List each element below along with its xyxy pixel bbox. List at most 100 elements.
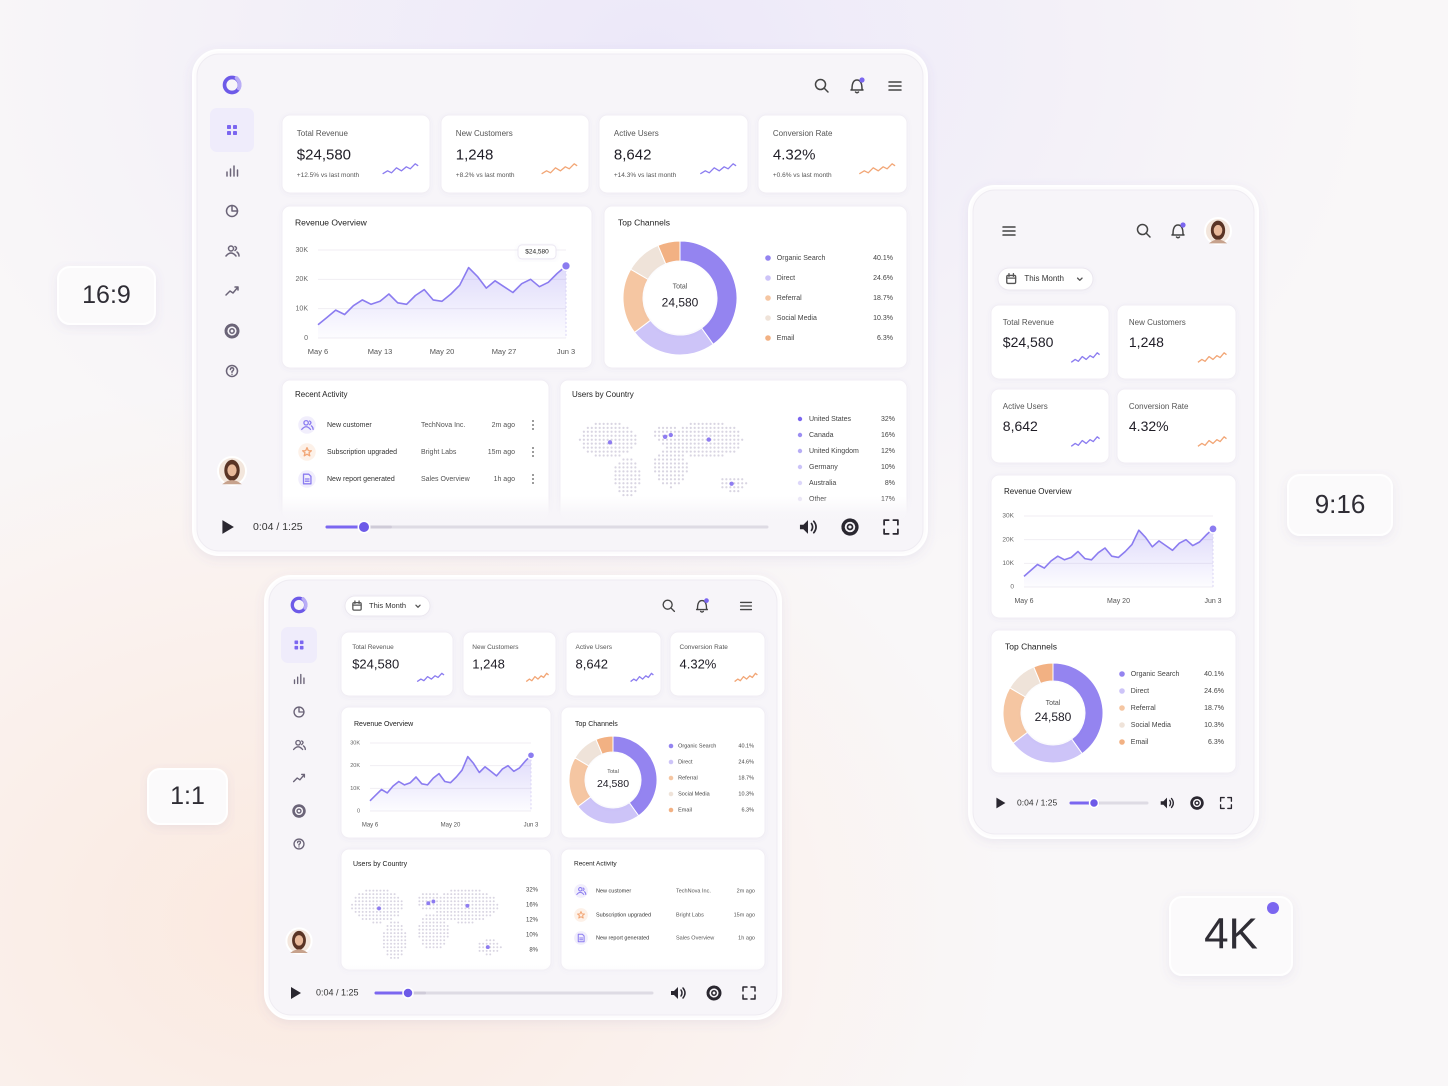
menu-icon[interactable] — [888, 81, 902, 91]
dots-icon[interactable] — [532, 447, 534, 457]
map-dot — [478, 914, 481, 917]
bell-icon[interactable] — [695, 598, 709, 613]
full-icon[interactable] — [742, 986, 756, 1000]
map-dot — [475, 914, 478, 917]
map-dot — [368, 889, 371, 892]
menu-icon[interactable] — [1002, 226, 1016, 236]
grid-icon[interactable] — [294, 640, 304, 650]
calendar-glyph — [352, 600, 362, 606]
avatar-face — [294, 935, 304, 946]
map-dot — [677, 438, 680, 441]
play-icon[interactable] — [996, 797, 1006, 809]
activity-time: 1h ago — [494, 476, 516, 483]
map-dot — [610, 450, 613, 453]
kpi-change: +14.3% vs last month — [614, 172, 677, 179]
period-select[interactable] — [344, 595, 431, 617]
map-dot — [457, 907, 460, 910]
dots-icon[interactable] — [532, 420, 534, 430]
bell-icon[interactable] — [1171, 222, 1186, 239]
map-dot — [697, 450, 700, 453]
users-icon[interactable] — [225, 245, 240, 257]
map-dot — [443, 893, 446, 896]
map-dot — [638, 482, 641, 485]
map-dot — [661, 478, 665, 481]
map-dot — [610, 446, 613, 449]
search-icon[interactable] — [1136, 223, 1151, 238]
volume-icon[interactable] — [671, 987, 686, 999]
trend-icon[interactable] — [225, 286, 239, 296]
map-dot — [489, 939, 492, 942]
activity-event: Subscription upgraded — [327, 449, 397, 456]
map-dot — [693, 434, 696, 437]
map-dot — [393, 903, 396, 906]
map-dot — [681, 438, 684, 441]
play-glyph — [996, 797, 1006, 809]
map-dot — [733, 434, 736, 437]
dots-icon[interactable] — [532, 474, 534, 484]
map-dot — [361, 907, 364, 910]
map-dot — [368, 903, 371, 906]
map-dot — [673, 482, 677, 485]
search-icon[interactable] — [662, 599, 676, 613]
trend-icon[interactable] — [292, 773, 306, 783]
bell-icon[interactable] — [850, 77, 865, 94]
map-dot — [418, 925, 421, 928]
gear-icon[interactable] — [1190, 796, 1204, 810]
gear-icon[interactable] — [224, 323, 240, 339]
search-icon[interactable] — [814, 78, 829, 93]
map-dot — [496, 949, 499, 952]
map-dot — [602, 434, 605, 437]
full-icon[interactable] — [1219, 796, 1233, 810]
map-dot — [436, 917, 439, 920]
full-icon[interactable] — [883, 519, 899, 535]
menu-icon[interactable] — [739, 601, 753, 611]
map-dot — [618, 430, 621, 433]
map-dot — [471, 917, 474, 920]
map-dot — [460, 910, 463, 913]
legend-label: Social Media — [678, 791, 710, 797]
help-icon[interactable] — [225, 364, 239, 378]
map-dot — [598, 422, 601, 425]
pie-icon[interactable] — [225, 204, 239, 218]
play-icon[interactable] — [291, 987, 301, 999]
map-dot — [673, 446, 677, 449]
gear-icon[interactable] — [841, 518, 859, 536]
map-marker — [662, 434, 668, 440]
progress-knob[interactable] — [1088, 797, 1100, 809]
bars-icon[interactable] — [226, 165, 239, 177]
map-dot — [693, 438, 696, 441]
gear-icon[interactable] — [292, 804, 306, 818]
map-dot — [634, 442, 637, 445]
notify-dot — [704, 598, 709, 603]
map-dot — [733, 442, 736, 445]
progress-knob[interactable] — [402, 987, 414, 999]
sparkline — [1197, 436, 1227, 447]
play-icon[interactable] — [222, 520, 234, 534]
kpi-value: 1,248 — [472, 657, 505, 672]
line — [317, 265, 567, 326]
map-dot — [729, 478, 732, 481]
map-dot — [689, 446, 692, 449]
gear-icon[interactable] — [706, 985, 722, 1001]
map-dot — [418, 932, 421, 935]
calendar-glyph — [352, 602, 362, 611]
volume-icon[interactable] — [799, 520, 817, 534]
map-dot — [397, 903, 400, 906]
map-dot — [701, 446, 704, 449]
country-name: Canada — [809, 432, 834, 439]
country-share: 8% — [529, 948, 538, 954]
bars-icon[interactable] — [293, 673, 305, 685]
users-icon[interactable] — [292, 739, 306, 751]
period-select[interactable] — [997, 267, 1094, 291]
help-icon[interactable] — [293, 838, 305, 850]
volume-icon[interactable] — [1160, 797, 1174, 809]
pie-icon[interactable] — [293, 706, 305, 718]
map-dot — [397, 935, 400, 938]
map-dot — [626, 482, 629, 485]
doc-glyph — [302, 473, 312, 485]
progress-knob[interactable] — [357, 520, 371, 534]
map-dot — [654, 434, 657, 437]
grid-icon[interactable] — [227, 125, 237, 135]
kpi-value: 4.32% — [1129, 418, 1169, 434]
map-dot — [622, 478, 625, 481]
